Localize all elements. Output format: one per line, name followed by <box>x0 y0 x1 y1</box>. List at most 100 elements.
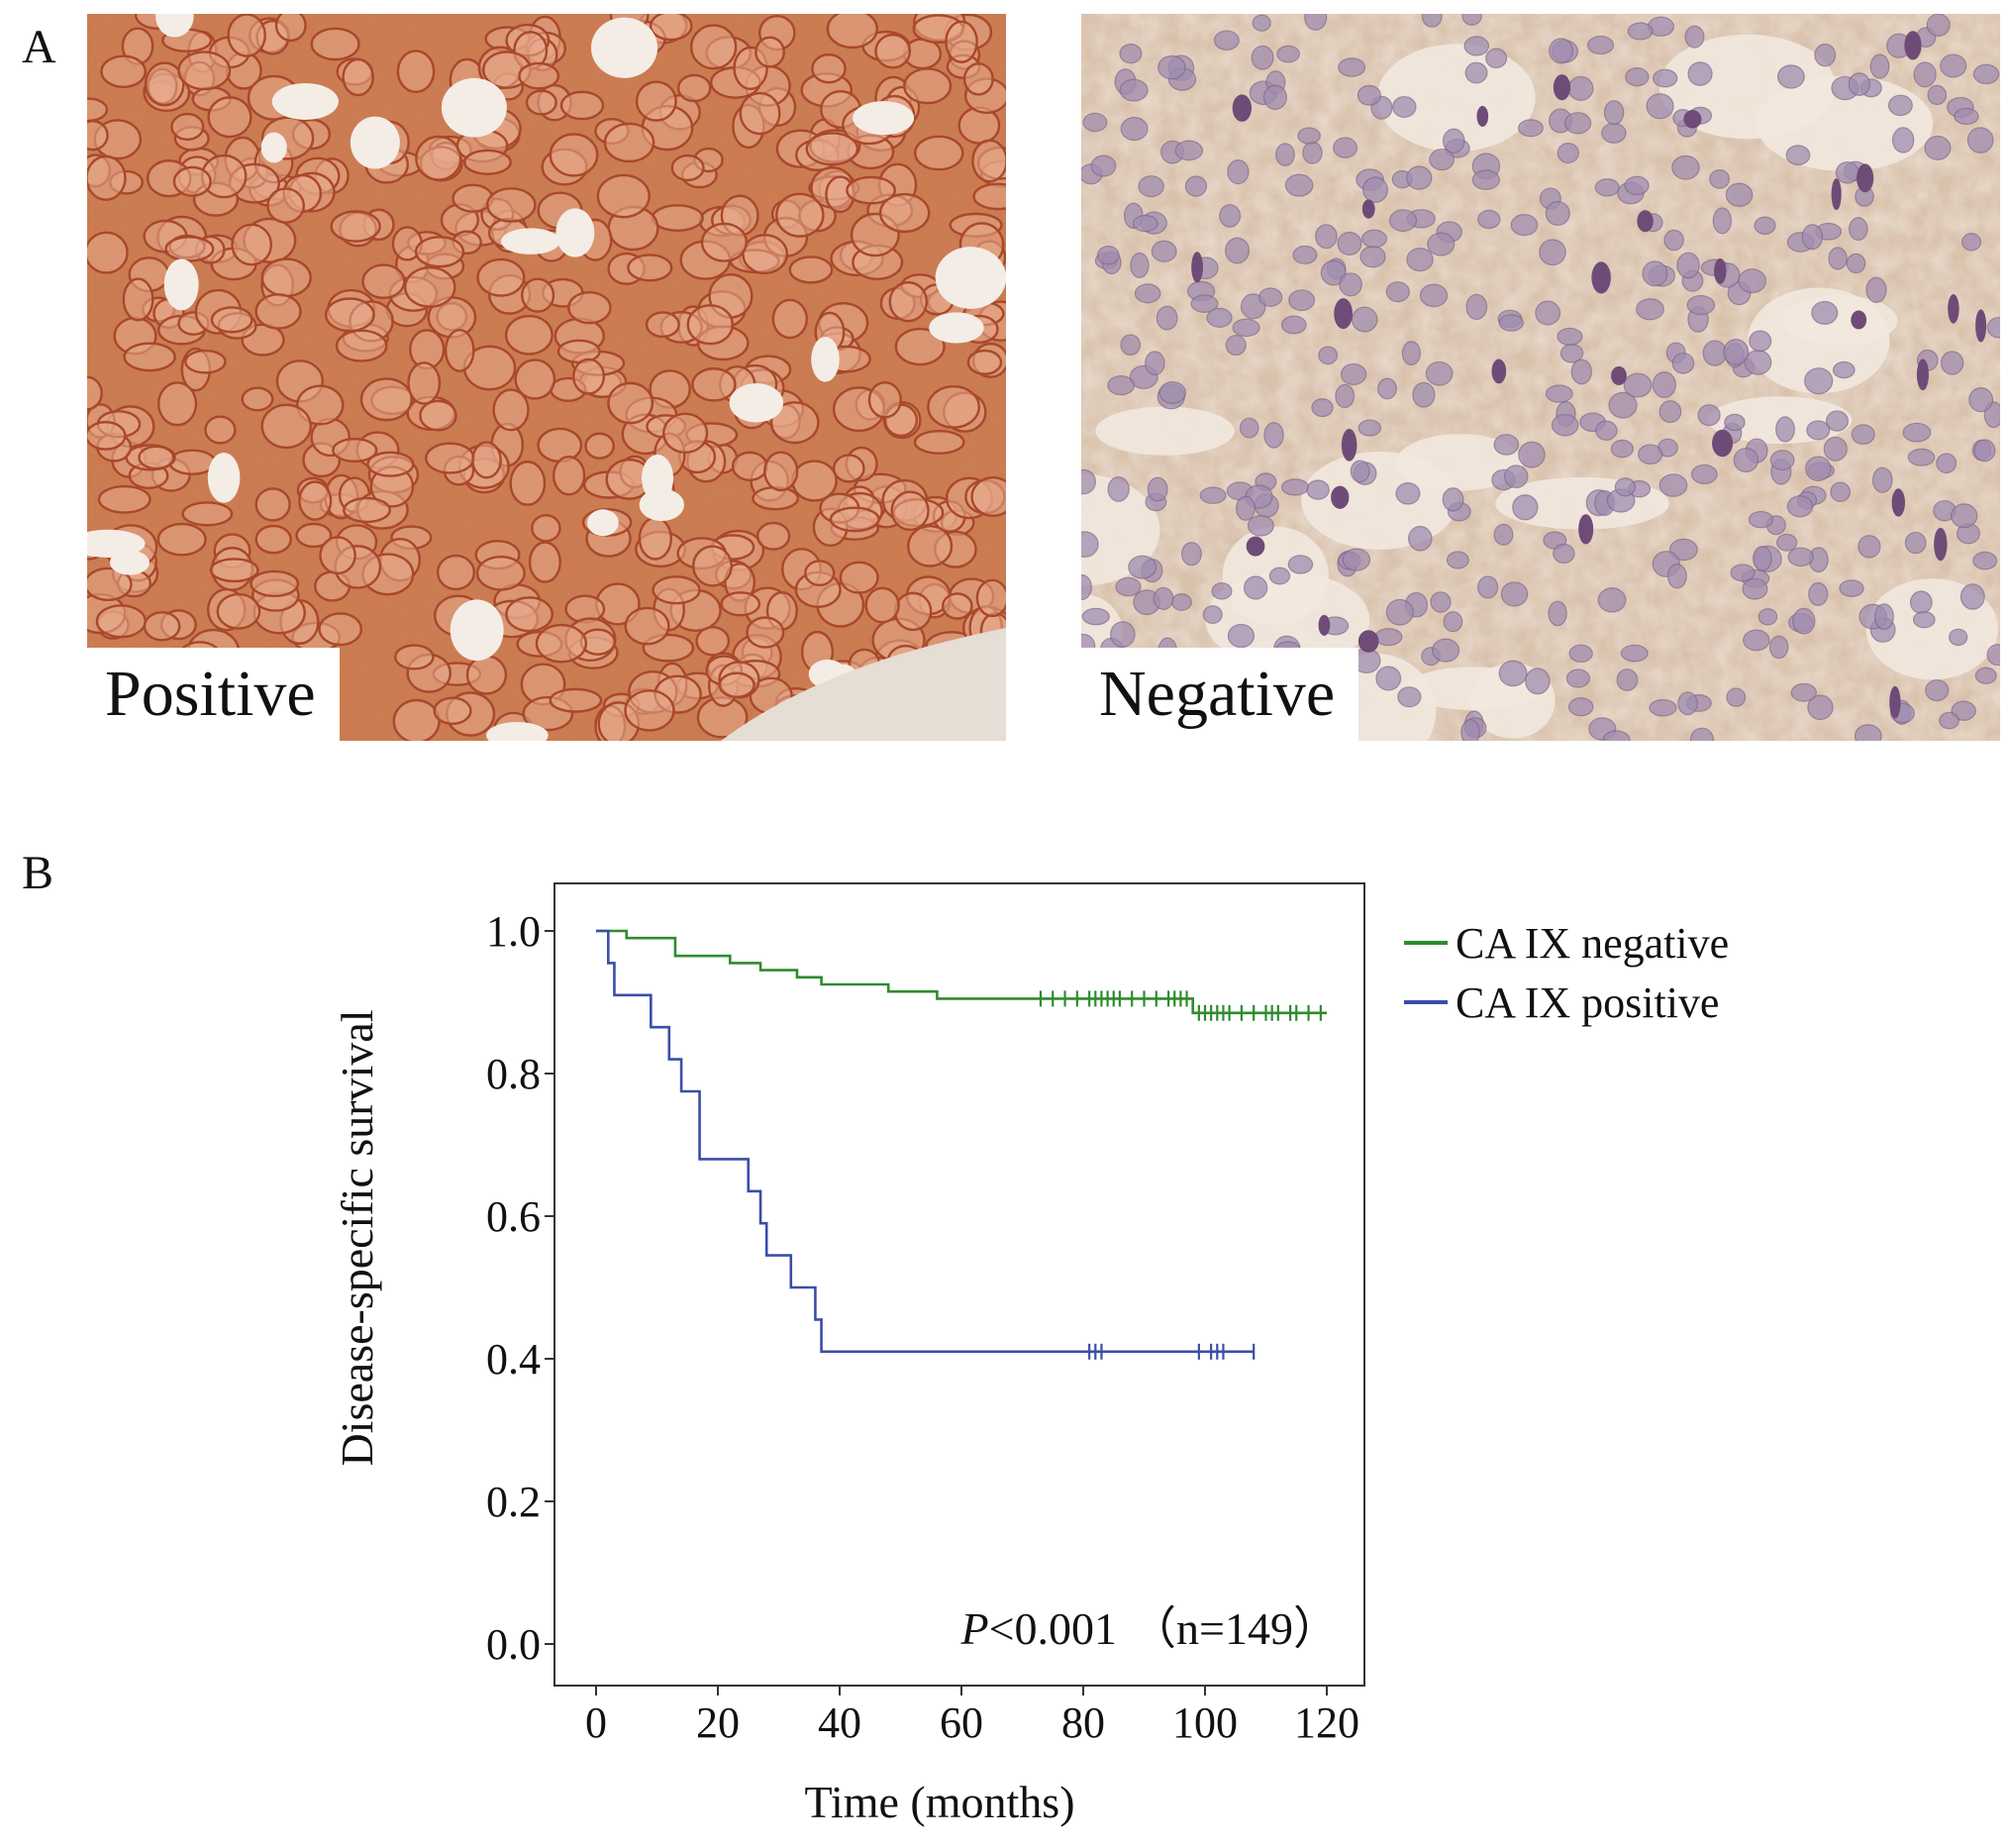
y-tick-label: 0.2 <box>486 1478 541 1526</box>
nucleus <box>1292 245 1318 264</box>
stained-cell <box>87 154 127 201</box>
nucleus <box>1504 464 1529 489</box>
stained-cell <box>392 698 441 741</box>
nucleus <box>1357 419 1382 437</box>
nucleus <box>1397 686 1422 708</box>
nucleus <box>1147 476 1168 502</box>
nucleus <box>1775 533 1798 552</box>
stroma-space <box>1783 295 1898 346</box>
stained-cell <box>433 696 472 725</box>
nucleus <box>1225 237 1251 264</box>
stained-cell <box>624 606 670 646</box>
dark-nucleus <box>1246 536 1265 557</box>
stained-cell <box>260 403 312 450</box>
nucleus <box>1835 160 1860 184</box>
nucleus <box>1109 621 1136 648</box>
x-tick-label: 40 <box>818 1698 861 1747</box>
dark-nucleus <box>1191 252 1203 283</box>
nucleus <box>1567 75 1594 101</box>
nucleus <box>1659 473 1688 497</box>
nucleus <box>1624 175 1650 196</box>
nucleus <box>1907 448 1936 466</box>
nucleus <box>1130 252 1150 278</box>
nucleus <box>1912 610 1936 629</box>
nucleus <box>1807 694 1834 721</box>
nucleus <box>1758 608 1778 626</box>
nucleus <box>1401 341 1422 366</box>
nucleus <box>1081 468 1097 495</box>
nucleus <box>1202 605 1223 624</box>
nucleus <box>1227 159 1250 185</box>
dark-nucleus <box>1637 210 1654 233</box>
stained-cell <box>720 591 761 617</box>
stained-cell <box>549 687 603 713</box>
dark-nucleus <box>1232 94 1253 122</box>
stained-cell <box>894 327 946 366</box>
nucleus <box>1586 35 1615 55</box>
nucleus <box>1510 214 1539 237</box>
y-tick-label: 0.0 <box>486 1620 541 1669</box>
stained-cell <box>890 490 930 532</box>
stained-cell <box>335 329 388 362</box>
stained-cell <box>670 154 705 182</box>
dark-nucleus <box>1491 359 1507 384</box>
nucleus <box>1362 176 1388 203</box>
nucleus <box>1493 434 1520 456</box>
stained-cell <box>596 173 651 219</box>
nucleus <box>1686 294 1716 316</box>
x-tick-label: 0 <box>585 1698 607 1747</box>
stained-cell <box>572 358 606 395</box>
nucleus <box>1442 487 1464 512</box>
nucleus <box>1535 300 1561 326</box>
nucleus <box>1460 719 1480 741</box>
stained-cell <box>752 485 800 511</box>
stained-cell <box>645 311 680 339</box>
nucleus <box>1551 413 1579 437</box>
nucleus <box>1972 63 2000 85</box>
stained-cell <box>804 560 836 587</box>
stained-cell <box>788 256 834 284</box>
stained-cell <box>465 655 508 695</box>
nucleus <box>1477 575 1499 599</box>
nucleus <box>1671 352 1695 374</box>
nucleus <box>1463 36 1490 56</box>
nucleus <box>1446 551 1469 569</box>
lumen-space <box>853 101 915 136</box>
stained-cell <box>903 67 953 105</box>
stained-cell <box>907 524 954 567</box>
dark-nucleus <box>1934 527 1948 562</box>
micrograph-negative: Negative <box>1081 14 2000 741</box>
nucleus <box>1206 307 1233 328</box>
nucleus <box>1432 638 1460 663</box>
stained-cell <box>319 536 356 575</box>
stained-cell <box>87 120 109 152</box>
stained-cell <box>739 91 781 136</box>
nucleus <box>1184 175 1208 197</box>
stained-cell <box>396 50 436 94</box>
stained-cell <box>87 375 103 411</box>
nucleus <box>1697 404 1721 427</box>
stained-cell <box>266 187 305 224</box>
nucleus <box>1730 564 1756 582</box>
stained-cell <box>471 441 502 479</box>
stained-cell <box>521 277 555 313</box>
nucleus <box>1471 169 1500 190</box>
nucleus <box>1950 503 1978 529</box>
stained-cell <box>95 604 147 639</box>
nucleus <box>1464 61 1488 84</box>
dark-nucleus <box>1611 365 1627 386</box>
nucleus <box>1677 691 1698 716</box>
nucleus <box>1199 486 1227 504</box>
nucleus <box>1359 246 1386 268</box>
nucleus <box>1646 93 1674 120</box>
dark-nucleus <box>1975 309 1987 343</box>
stained-cell <box>486 187 537 223</box>
nucleus <box>1659 400 1682 424</box>
legend-entry: CA IX negative <box>1456 919 1729 968</box>
nucleus <box>1623 372 1653 398</box>
nucleus <box>1725 182 1754 207</box>
dark-nucleus <box>1331 485 1350 509</box>
nucleus <box>1385 281 1410 303</box>
nucleus <box>1801 224 1824 251</box>
nucleus <box>1974 667 1997 684</box>
